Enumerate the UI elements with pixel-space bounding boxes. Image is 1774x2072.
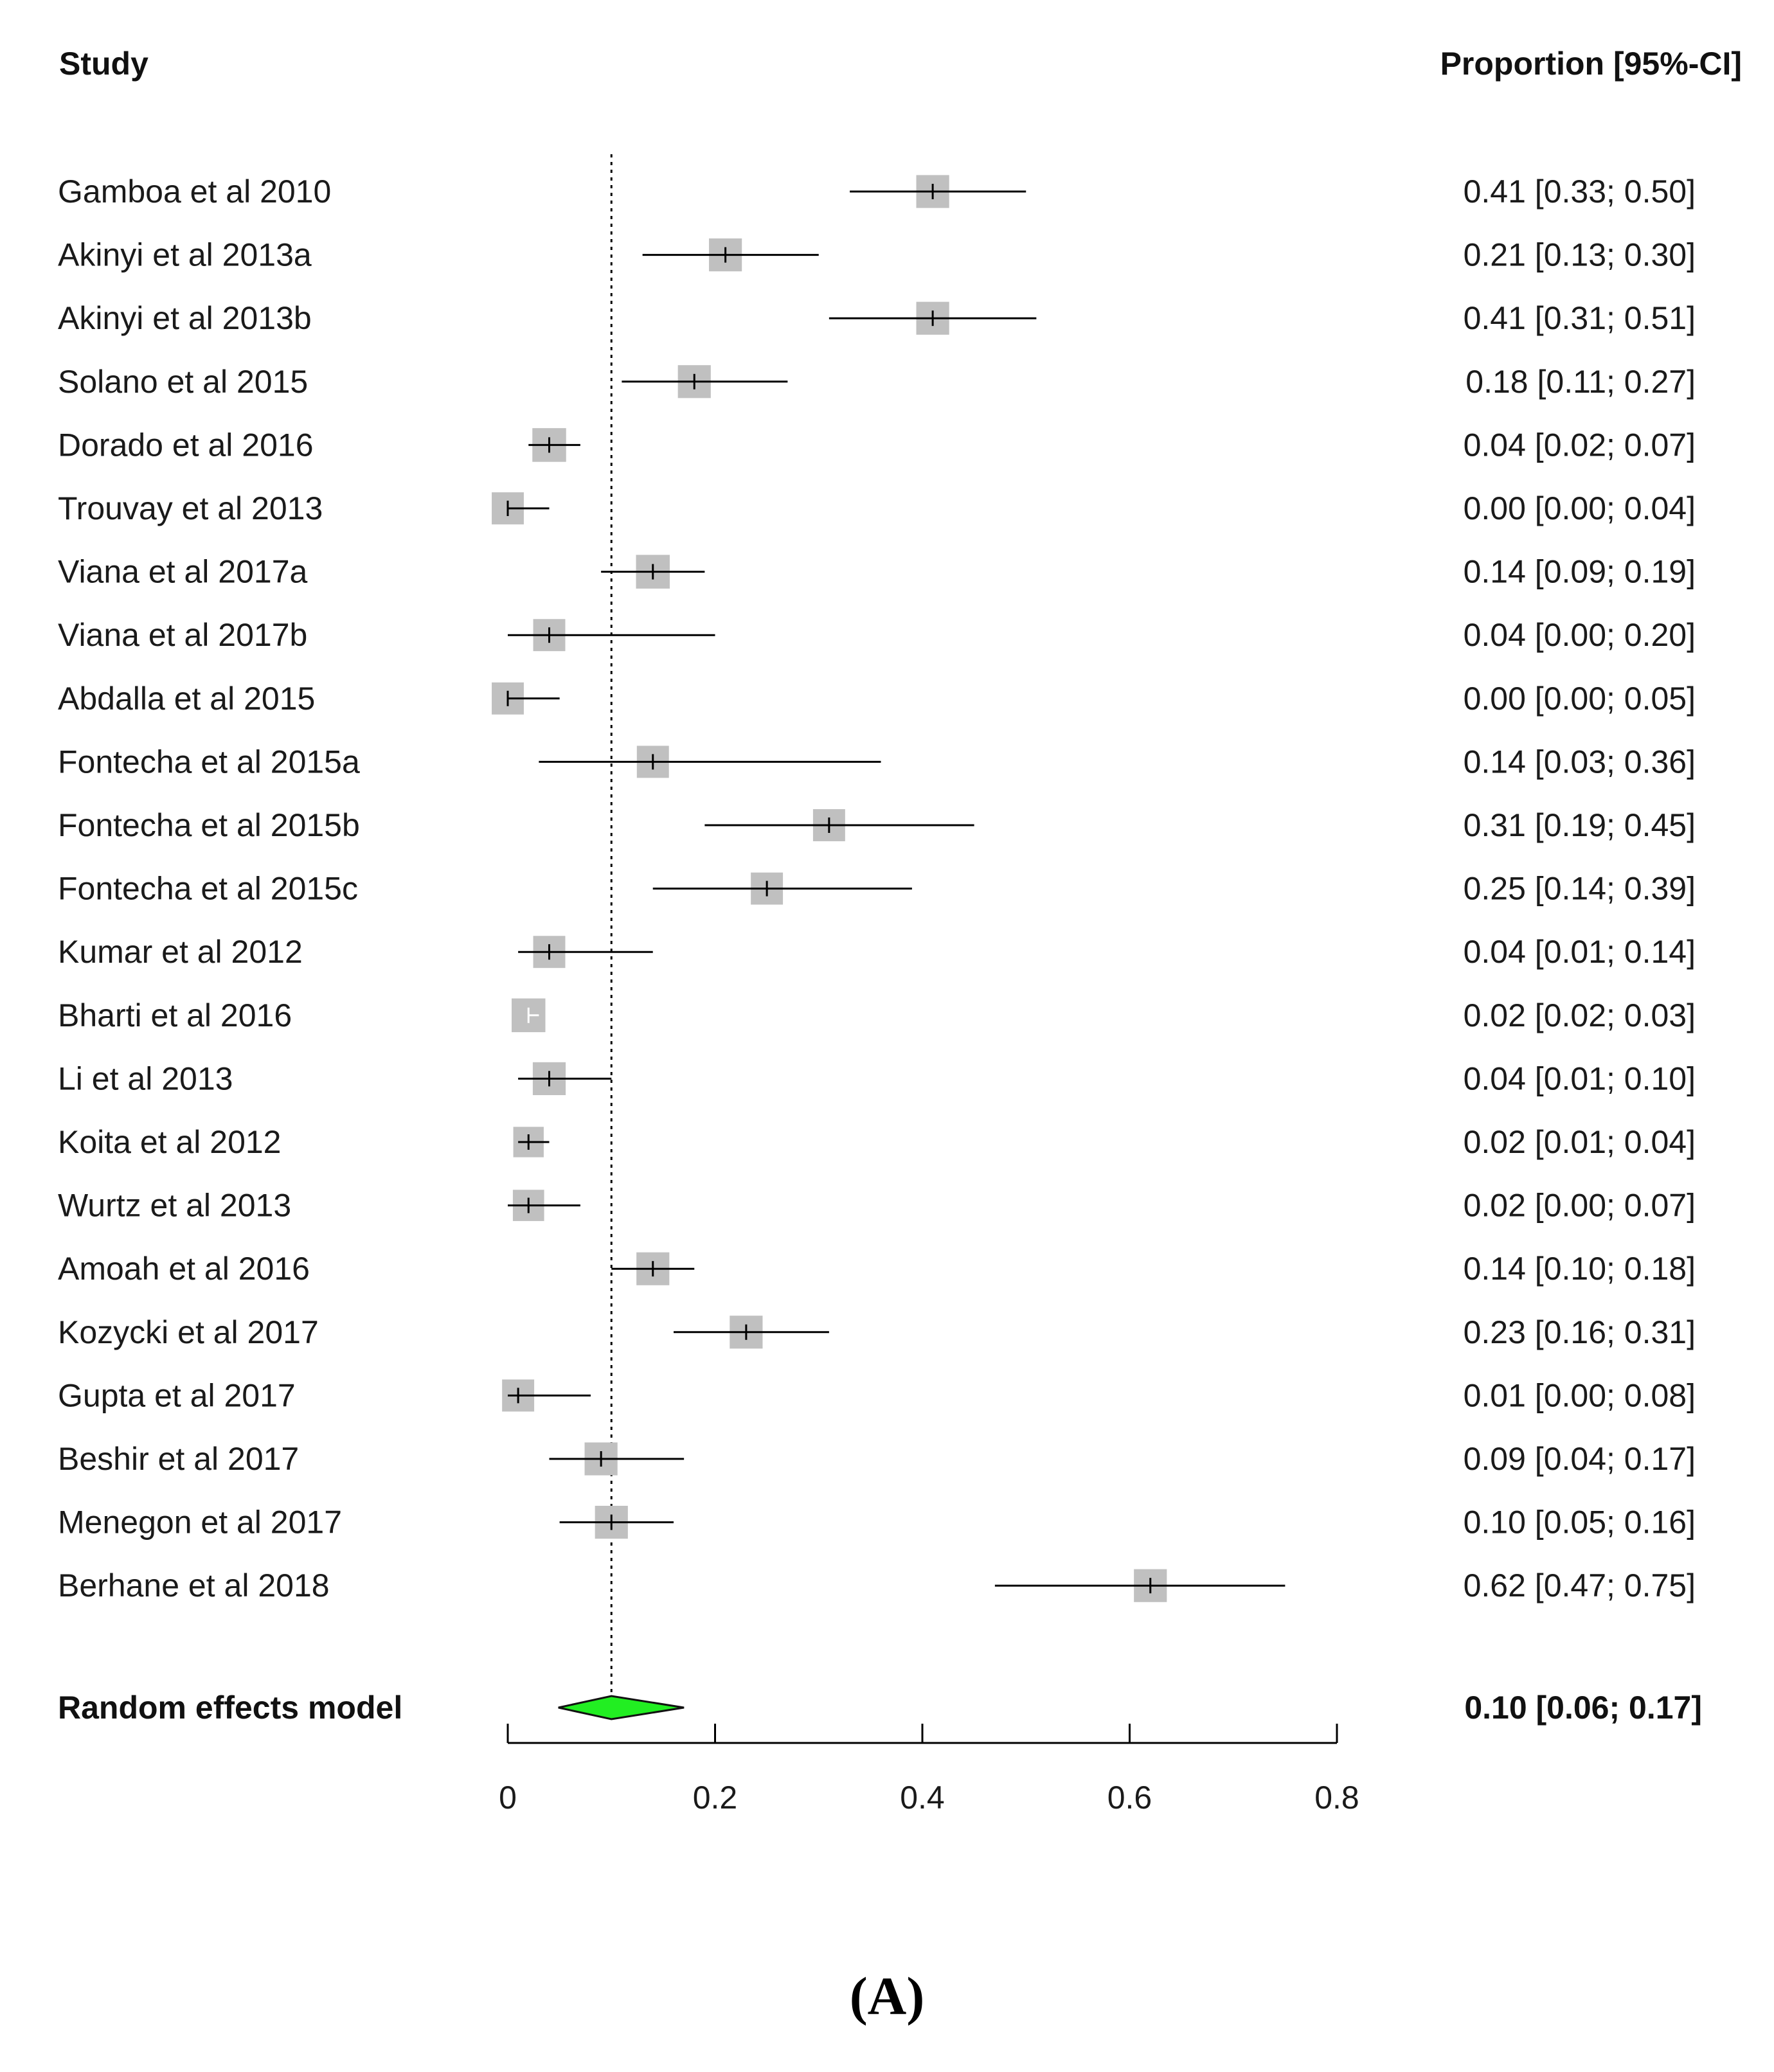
study-name: Bharti et al 2016 bbox=[58, 997, 292, 1033]
study-estimate-label: 0.62 [0.47; 0.75] bbox=[1464, 1567, 1696, 1603]
study-name: Koita et al 2012 bbox=[58, 1124, 282, 1160]
proportion-column-header: Proportion [95%-CI] bbox=[1440, 46, 1742, 82]
study-estimate-label: 0.14 [0.10; 0.18] bbox=[1464, 1251, 1696, 1287]
study-estimate-label: 0.02 [0.00; 0.07] bbox=[1464, 1188, 1696, 1224]
x-tick-label: 0.2 bbox=[693, 1780, 738, 1816]
study-name: Li et al 2013 bbox=[58, 1060, 233, 1096]
study-row: Dorado et al 2016 0.04 [0.02; 0.07] bbox=[58, 427, 1696, 463]
study-name: Beshir et al 2017 bbox=[58, 1441, 299, 1477]
study-name: Fontecha et al 2015a bbox=[58, 744, 360, 780]
study-estimate-label: 0.00 [0.00; 0.04] bbox=[1464, 490, 1696, 526]
pooled-row: Random effects model 0.10 [0.06; 0.17] bbox=[58, 1690, 1702, 1726]
study-estimate-label: 0.04 [0.01; 0.10] bbox=[1464, 1060, 1696, 1096]
study-row: Viana et al 2017a 0.14 [0.09; 0.19] bbox=[58, 554, 1696, 590]
study-name: Abdalla et al 2015 bbox=[58, 681, 315, 717]
study-name: Kozycki et al 2017 bbox=[58, 1314, 319, 1350]
study-row: Wurtz et al 2013 0.02 [0.00; 0.07] bbox=[58, 1188, 1696, 1224]
study-estimate-label: 0.10 [0.05; 0.16] bbox=[1464, 1505, 1696, 1541]
study-name: Gamboa et al 2010 bbox=[58, 174, 331, 210]
study-row: Gupta et al 2017 0.01 [0.00; 0.08] bbox=[58, 1377, 1696, 1413]
study-row: Trouvay et al 2013 0.00 [0.00; 0.04] bbox=[58, 490, 1696, 526]
study-estimate-label: 0.04 [0.01; 0.14] bbox=[1464, 934, 1696, 970]
study-name: Fontecha et al 2015b bbox=[58, 807, 360, 843]
study-estimate-label: 0.18 [0.11; 0.27] bbox=[1465, 364, 1696, 400]
study-row: Fontecha et al 2015c 0.25 [0.14; 0.39] bbox=[58, 871, 1696, 907]
pooled-estimate-label: 0.10 [0.06; 0.17] bbox=[1464, 1690, 1702, 1726]
study-estimate-label: 0.02 [0.02; 0.03] bbox=[1464, 997, 1696, 1033]
study-name: Amoah et al 2016 bbox=[58, 1251, 310, 1287]
x-tick-label: 0.6 bbox=[1107, 1780, 1152, 1816]
study-estimate-label: 0.04 [0.00; 0.20] bbox=[1464, 617, 1696, 653]
study-row: Kozycki et al 2017 0.23 [0.16; 0.31] bbox=[58, 1314, 1696, 1350]
study-estimate-label: 0.01 [0.00; 0.08] bbox=[1464, 1377, 1696, 1413]
x-tick-label: 0 bbox=[499, 1780, 517, 1816]
study-estimate-label: 0.04 [0.02; 0.07] bbox=[1464, 427, 1696, 463]
study-row: Fontecha et al 2015a 0.14 [0.03; 0.36] bbox=[58, 744, 1696, 780]
x-axis: 0 0.2 0.4 0.6 0.8 bbox=[499, 1724, 1359, 1816]
study-name: Wurtz et al 2013 bbox=[58, 1188, 291, 1224]
study-row: Berhane et al 2018 0.62 [0.47; 0.75] bbox=[58, 1567, 1696, 1603]
study-row: Kumar et al 2012 0.04 [0.01; 0.14] bbox=[58, 934, 1696, 970]
study-estimate-label: 0.14 [0.09; 0.19] bbox=[1464, 554, 1696, 590]
study-row: Akinyi et al 2013b 0.41 [0.31; 0.51] bbox=[58, 300, 1696, 336]
study-row: Amoah et al 2016 0.14 [0.10; 0.18] bbox=[58, 1251, 1696, 1287]
study-row: Viana et al 2017b 0.04 [0.00; 0.20] bbox=[58, 617, 1696, 653]
study-name: Trouvay et al 2013 bbox=[58, 490, 323, 526]
study-row: Li et al 2013 0.04 [0.01; 0.10] bbox=[58, 1060, 1696, 1096]
study-column-header: Study bbox=[59, 46, 148, 82]
study-name: Akinyi et al 2013b bbox=[58, 300, 312, 336]
study-row: Beshir et al 2017 0.09 [0.04; 0.17] bbox=[58, 1441, 1696, 1477]
study-name: Viana et al 2017b bbox=[58, 617, 307, 653]
study-row: Gamboa et al 2010 0.41 [0.33; 0.50] bbox=[58, 174, 1696, 210]
study-estimate-label: 0.31 [0.19; 0.45] bbox=[1464, 807, 1696, 843]
study-estimate-label: 0.25 [0.14; 0.39] bbox=[1464, 871, 1696, 907]
study-row: Solano et al 2015 0.18 [0.11; 0.27] bbox=[58, 364, 1696, 400]
study-name: Menegon et al 2017 bbox=[58, 1505, 342, 1541]
study-row: Menegon et al 2017 0.10 [0.05; 0.16] bbox=[58, 1505, 1696, 1541]
study-name: Berhane et al 2018 bbox=[58, 1567, 330, 1603]
study-name: Akinyi et al 2013a bbox=[58, 237, 312, 273]
study-row: Bharti et al 2016 0.02 [0.02; 0.03] bbox=[58, 997, 1696, 1033]
study-name: Dorado et al 2016 bbox=[58, 427, 314, 463]
study-estimate-label: 0.02 [0.01; 0.04] bbox=[1464, 1124, 1696, 1160]
study-name: Gupta et al 2017 bbox=[58, 1377, 296, 1413]
study-row: Abdalla et al 2015 0.00 [0.00; 0.05] bbox=[58, 681, 1696, 717]
study-estimate-label: 0.14 [0.03; 0.36] bbox=[1464, 744, 1696, 780]
study-name: Solano et al 2015 bbox=[58, 364, 308, 400]
x-tick-label: 0.8 bbox=[1314, 1780, 1359, 1816]
study-row: Akinyi et al 2013a 0.21 [0.13; 0.30] bbox=[58, 237, 1696, 273]
study-name: Viana et al 2017a bbox=[58, 554, 307, 590]
study-name: Kumar et al 2012 bbox=[58, 934, 303, 970]
study-estimate-label: 0.23 [0.16; 0.31] bbox=[1464, 1314, 1696, 1350]
study-row: Koita et al 2012 0.02 [0.01; 0.04] bbox=[58, 1124, 1696, 1160]
study-estimate-label: 0.41 [0.31; 0.51] bbox=[1464, 300, 1696, 336]
study-estimate-label: 0.41 [0.33; 0.50] bbox=[1464, 174, 1696, 210]
study-name: Fontecha et al 2015c bbox=[58, 871, 358, 907]
x-tick-label: 0.4 bbox=[900, 1780, 945, 1816]
study-estimate-label: 0.21 [0.13; 0.30] bbox=[1464, 237, 1696, 273]
pooled-model-name: Random effects model bbox=[58, 1690, 402, 1726]
study-rows: Gamboa et al 2010 0.41 [0.33; 0.50] Akinyi… bbox=[58, 174, 1696, 1603]
study-row: Fontecha et al 2015b 0.31 [0.19; 0.45] bbox=[58, 807, 1696, 843]
pooled-diamond bbox=[558, 1695, 685, 1720]
panel-label: (A) bbox=[850, 1967, 925, 2026]
study-estimate-label: 0.09 [0.04; 0.17] bbox=[1464, 1441, 1696, 1477]
study-estimate-label: 0.00 [0.00; 0.05] bbox=[1464, 681, 1696, 717]
